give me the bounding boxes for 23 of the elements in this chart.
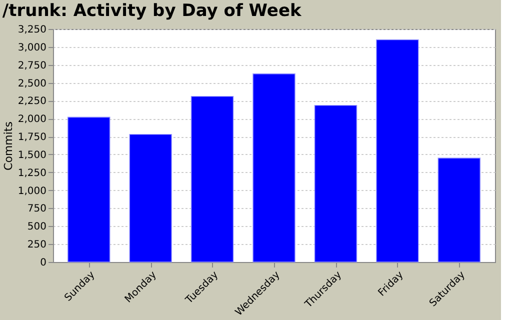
y-tick-label: 0	[40, 258, 46, 268]
y-tick-label: 1,250	[18, 168, 46, 179]
bar	[438, 158, 481, 262]
bar	[252, 73, 296, 262]
bar	[376, 39, 419, 262]
chart-title: /trunk: Activity by Day of Week	[2, 1, 302, 21]
y-tick-label: 2,500	[18, 78, 46, 90]
bar	[314, 104, 358, 262]
y-tick-label: 3,000	[18, 42, 46, 54]
y-tick-label: 500	[27, 222, 46, 233]
y-tick-label: 1,500	[18, 150, 46, 161]
y-tick-label: 750	[27, 204, 46, 215]
y-tick-label: 2,750	[18, 60, 46, 72]
y-tick-label: 250	[27, 240, 46, 251]
bar	[190, 96, 234, 262]
y-tick-label: 2,250	[18, 96, 46, 108]
y-tick-label: 1,750	[18, 132, 46, 144]
y-tick-label: 1,000	[18, 186, 46, 197]
y-tick-label: 2,000	[18, 114, 46, 126]
y-axis-title: Commits	[2, 121, 15, 170]
y-tick-label: 3,250	[18, 24, 46, 36]
bar	[129, 134, 172, 262]
bar	[67, 116, 110, 262]
